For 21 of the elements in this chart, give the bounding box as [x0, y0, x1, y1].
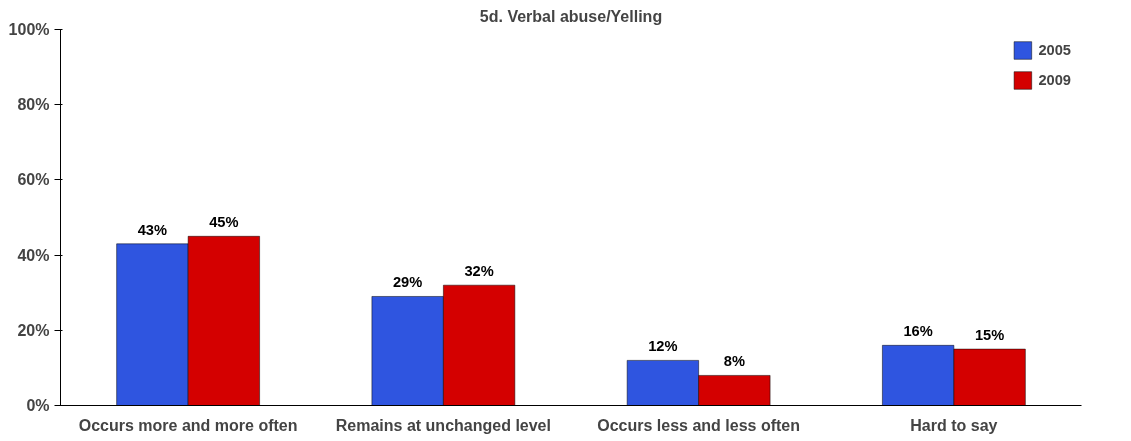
- data-label: 45%: [209, 214, 239, 231]
- data-label: 15%: [974, 327, 1005, 344]
- chart-title: 5d. Verbal abuse/Yelling: [479, 7, 663, 25]
- data-label: 43%: [137, 221, 168, 238]
- data-label: 16%: [903, 323, 933, 340]
- data-label: 12%: [648, 338, 678, 355]
- y-tick-label: 40%: [17, 246, 50, 264]
- data-label: 32%: [464, 263, 494, 280]
- y-tick-label: 100%: [8, 21, 50, 38]
- legend-label: 2005: [1038, 42, 1071, 58]
- x-tick-label: Remains at unchanged level: [335, 416, 551, 434]
- data-label: 29%: [392, 274, 423, 291]
- y-tick-label: 20%: [17, 321, 50, 339]
- legend-label: 2009: [1038, 72, 1071, 88]
- y-tick-label: 80%: [17, 96, 50, 114]
- y-tick-label: 60%: [17, 171, 50, 189]
- data-label: 8%: [723, 353, 745, 370]
- x-tick-label: Hard to say: [910, 416, 998, 434]
- y-tick-label: 0%: [26, 397, 50, 414]
- x-tick-label: Occurs more and more often: [78, 416, 298, 434]
- x-tick-label: Occurs less and less often: [597, 416, 800, 434]
